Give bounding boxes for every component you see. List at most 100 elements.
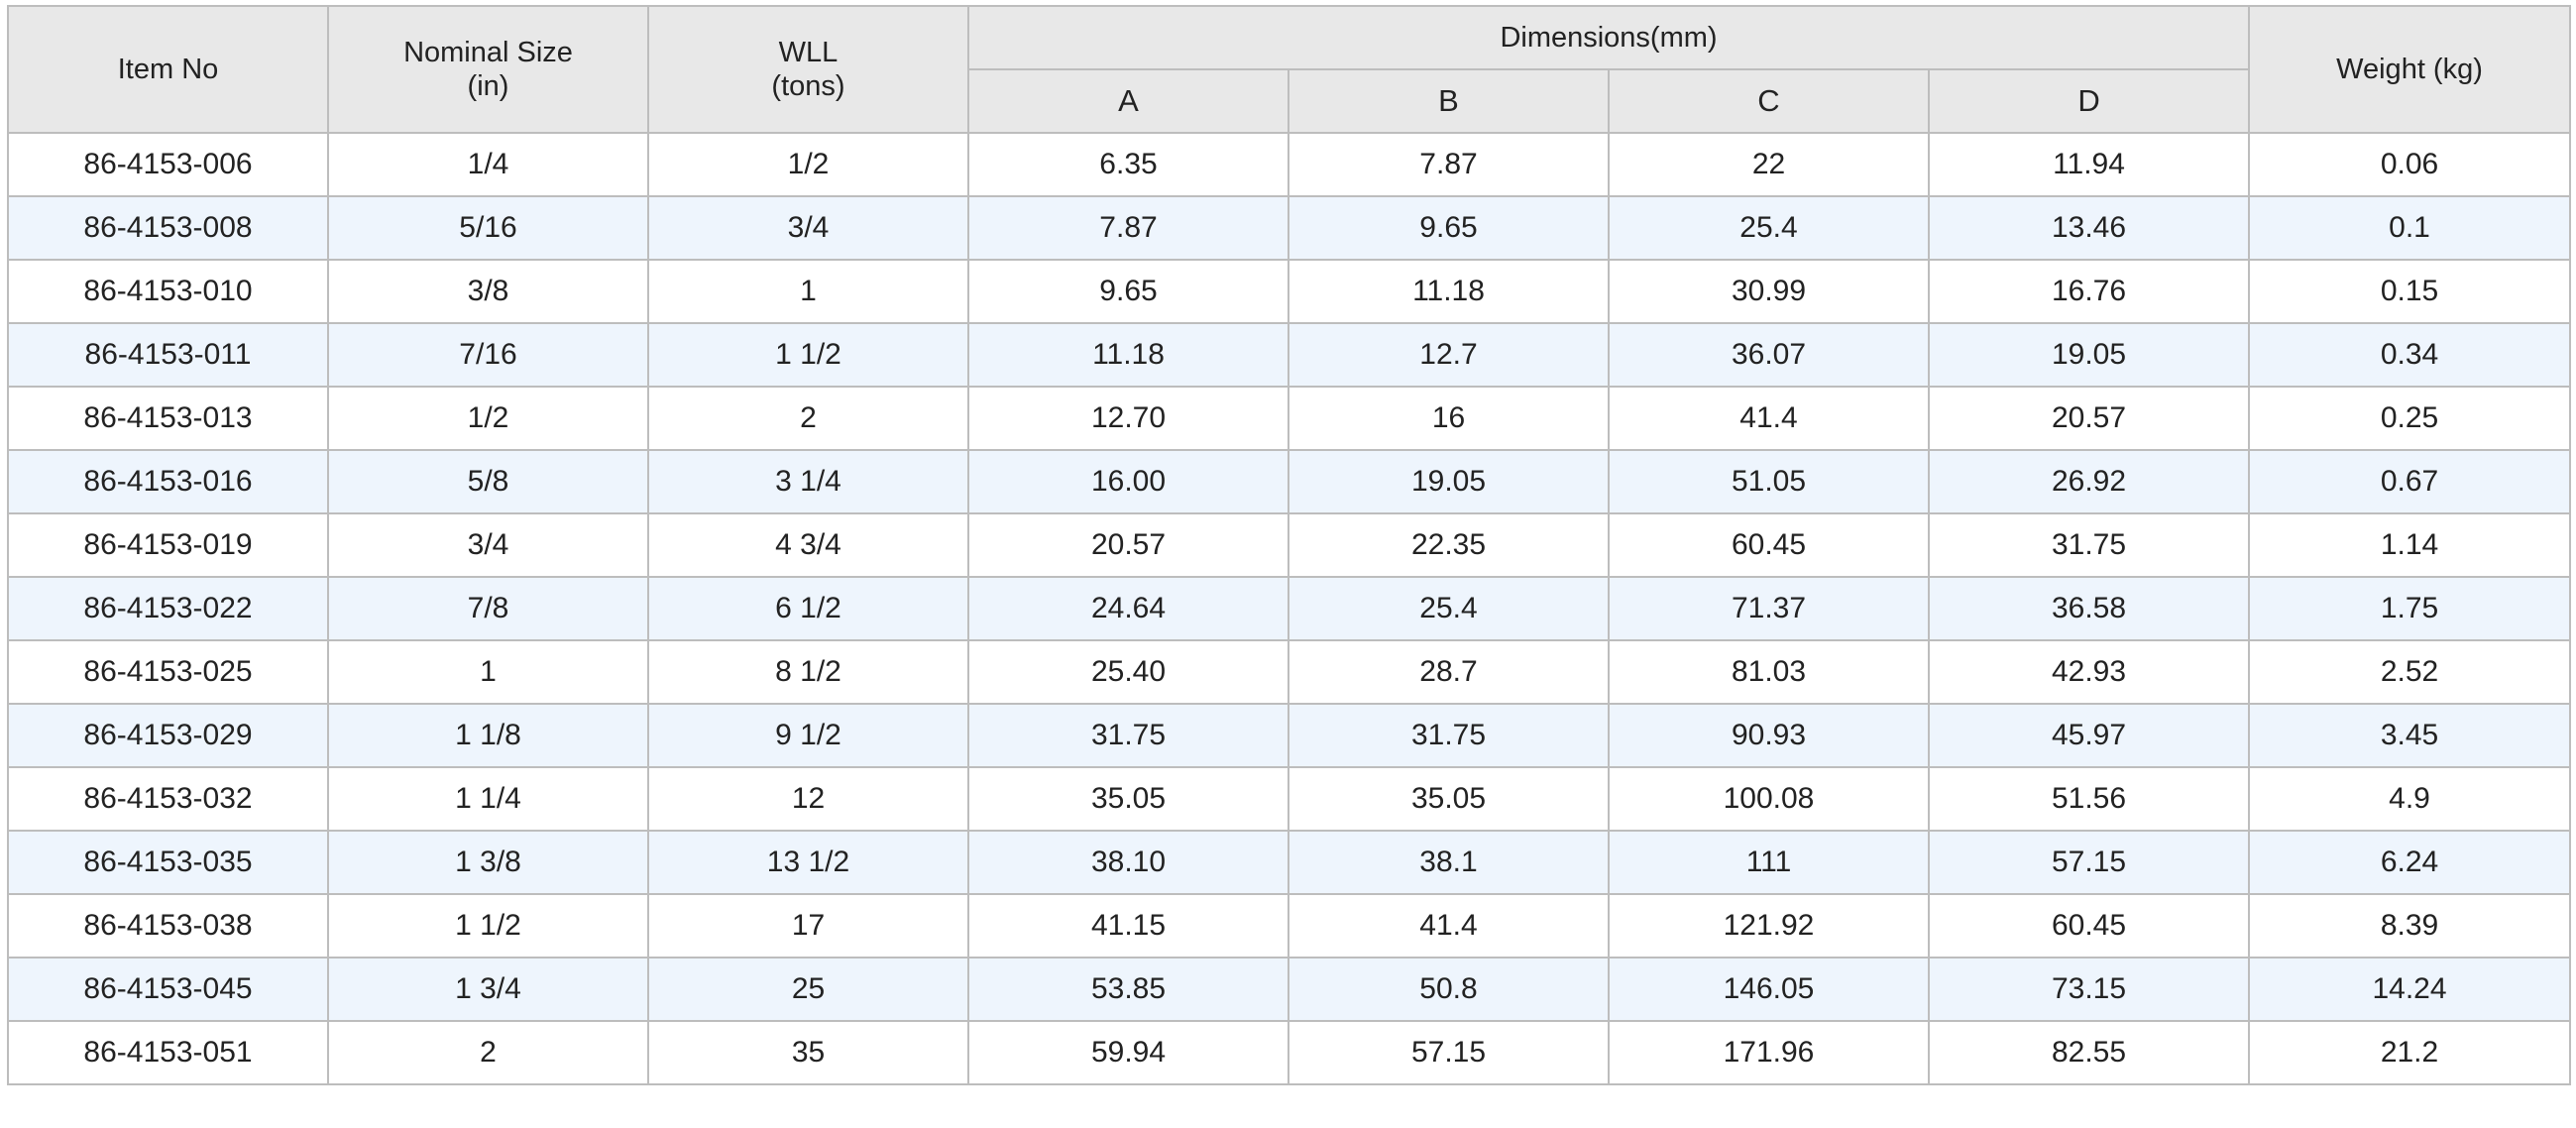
cell-item-no: 86-4153-025 [7,639,329,705]
cell-dim-c: 71.37 [1608,576,1930,641]
table-row: 86-4153-013 1/2 2 12.70 16 41.4 20.57 0.25 [7,386,2572,451]
cell-dim-c: 100.08 [1608,766,1930,832]
cell-dim-c: 41.4 [1608,386,1930,451]
header-nominal-size-unit: (in) [467,70,509,102]
table-row: 86-4153-032 1 1/4 12 35.05 35.05 100.08 51.56 4… [7,766,2572,832]
header-nominal-size-label: Nominal Size [403,37,573,68]
cell-item-no: 86-4153-006 [7,132,329,197]
table-row: 86-4153-038 1 1/2 17 41.15 41.4 121.92 60.45 8.… [7,893,2572,959]
cell-weight: 14.24 [2248,957,2572,1022]
cell-nominal-size: 7/8 [327,576,649,641]
cell-nominal-size: 1/4 [327,132,649,197]
cell-dim-d: 73.15 [1927,957,2251,1022]
table-body: 86-4153-006 1/4 1/2 6.35 7.87 22 11.94 0.06 86-4… [7,132,2572,1085]
cell-item-no: 86-4153-011 [7,322,329,388]
cell-item-no: 86-4153-045 [7,957,329,1022]
cell-dim-b: 50.8 [1288,957,1610,1022]
cell-wll: 3/4 [647,195,969,261]
cell-dim-b: 41.4 [1288,893,1610,959]
cell-dim-c: 22 [1608,132,1930,197]
cell-nominal-size: 1 1/4 [327,766,649,832]
cell-dim-b: 25.4 [1288,576,1610,641]
cell-nominal-size: 1/2 [327,386,649,451]
cell-dim-c: 36.07 [1608,322,1930,388]
cell-dim-a: 53.85 [967,957,1289,1022]
cell-dim-a: 41.15 [967,893,1289,959]
table-row: 86-4153-035 1 3/8 13 1/2 38.10 38.1 111 57.15 6… [7,830,2572,895]
cell-dim-c: 60.45 [1608,512,1930,578]
table-row: 86-4153-045 1 3/4 25 53.85 50.8 146.05 73.15 14… [7,957,2572,1022]
cell-wll: 6 1/2 [647,576,969,641]
cell-dim-a: 24.64 [967,576,1289,641]
cell-item-no: 86-4153-051 [7,1020,329,1085]
cell-dim-a: 7.87 [967,195,1289,261]
cell-nominal-size: 5/8 [327,449,649,514]
cell-dim-d: 31.75 [1927,512,2251,578]
header-item-no: Item No [7,5,329,134]
table-row: 86-4153-025 1 8 1/2 25.40 28.7 81.03 42.93 2.52 [7,639,2572,705]
table-row: 86-4153-008 5/16 3/4 7.87 9.65 25.4 13.46 0.1 [7,195,2572,261]
cell-wll: 1 [647,259,969,324]
header-wll: WLL (tons) [647,5,969,134]
cell-item-no: 86-4153-019 [7,512,329,578]
cell-dim-d: 36.58 [1927,576,2251,641]
cell-dim-b: 31.75 [1288,703,1610,768]
cell-weight: 21.2 [2248,1020,2572,1085]
cell-dim-b: 35.05 [1288,766,1610,832]
header-dimensions: Dimensions(mm) [966,5,2251,70]
cell-dim-d: 42.93 [1927,639,2251,705]
cell-dim-d: 11.94 [1927,132,2251,197]
cell-dim-c: 111 [1608,830,1930,895]
table-row: 86-4153-019 3/4 4 3/4 20.57 22.35 60.45 31.75 1… [7,512,2572,578]
cell-dim-d: 51.56 [1927,766,2251,832]
cell-weight: 4.9 [2248,766,2572,832]
cell-weight: 0.06 [2248,132,2572,197]
cell-item-no: 86-4153-032 [7,766,329,832]
cell-item-no: 86-4153-008 [7,195,329,261]
cell-dim-a: 9.65 [967,259,1289,324]
cell-dim-b: 38.1 [1288,830,1610,895]
cell-item-no: 86-4153-010 [7,259,329,324]
cell-dim-c: 25.4 [1608,195,1930,261]
header-dim-b: B [1288,68,1610,134]
cell-dim-a: 25.40 [967,639,1289,705]
header-dim-d: D [1927,68,2251,134]
header-row-sub: A B C D [8,68,2570,134]
header-row-top: Item No Nominal Size (in) WLL (tons) Dim… [7,5,2572,134]
cell-dim-d: 45.97 [1927,703,2251,768]
cell-nominal-size: 3/8 [327,259,649,324]
cell-item-no: 86-4153-029 [7,703,329,768]
cell-wll: 35 [647,1020,969,1085]
header-dim-a: A [967,68,1289,134]
header-dim-c: C [1608,68,1930,134]
cell-weight: 0.25 [2248,386,2572,451]
cell-dim-b: 9.65 [1288,195,1610,261]
cell-wll: 17 [647,893,969,959]
cell-nominal-size: 1 [327,639,649,705]
cell-dim-b: 16 [1288,386,1610,451]
cell-dim-a: 31.75 [967,703,1289,768]
cell-weight: 0.34 [2248,322,2572,388]
cell-dim-c: 90.93 [1608,703,1930,768]
cell-dim-d: 26.92 [1927,449,2251,514]
table-row: 86-4153-010 3/8 1 9.65 11.18 30.99 16.76 0.15 [7,259,2572,324]
cell-dim-b: 11.18 [1288,259,1610,324]
cell-weight: 1.14 [2248,512,2572,578]
cell-dim-d: 82.55 [1927,1020,2251,1085]
cell-item-no: 86-4153-016 [7,449,329,514]
cell-dim-c: 81.03 [1608,639,1930,705]
cell-dim-a: 35.05 [967,766,1289,832]
cell-dim-a: 38.10 [967,830,1289,895]
cell-item-no: 86-4153-038 [7,893,329,959]
table-row: 86-4153-022 7/8 6 1/2 24.64 25.4 71.37 36.58 1.… [7,576,2572,641]
cell-item-no: 86-4153-013 [7,386,329,451]
cell-nominal-size: 3/4 [327,512,649,578]
table-row: 86-4153-051 2 35 59.94 57.15 171.96 82.55 21.2 [7,1020,2572,1085]
cell-nominal-size: 1 3/4 [327,957,649,1022]
cell-nominal-size: 1 1/2 [327,893,649,959]
cell-dim-a: 6.35 [967,132,1289,197]
cell-dim-d: 60.45 [1927,893,2251,959]
cell-dim-d: 13.46 [1927,195,2251,261]
cell-wll: 13 1/2 [647,830,969,895]
cell-dim-b: 28.7 [1288,639,1610,705]
